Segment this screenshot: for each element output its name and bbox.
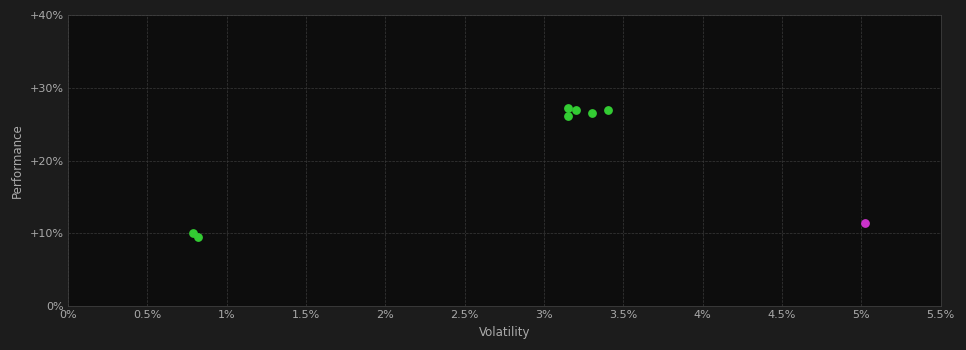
Point: [560, 105, 576, 111]
Point: [600, 107, 615, 112]
X-axis label: Volatility: Volatility: [478, 326, 530, 339]
Point: [190, 234, 206, 240]
Point: [560, 113, 576, 118]
Y-axis label: Performance: Performance: [12, 123, 24, 198]
Point: [857, 220, 872, 226]
Point: [583, 110, 599, 116]
Point: [185, 230, 201, 236]
Point: [568, 108, 583, 113]
